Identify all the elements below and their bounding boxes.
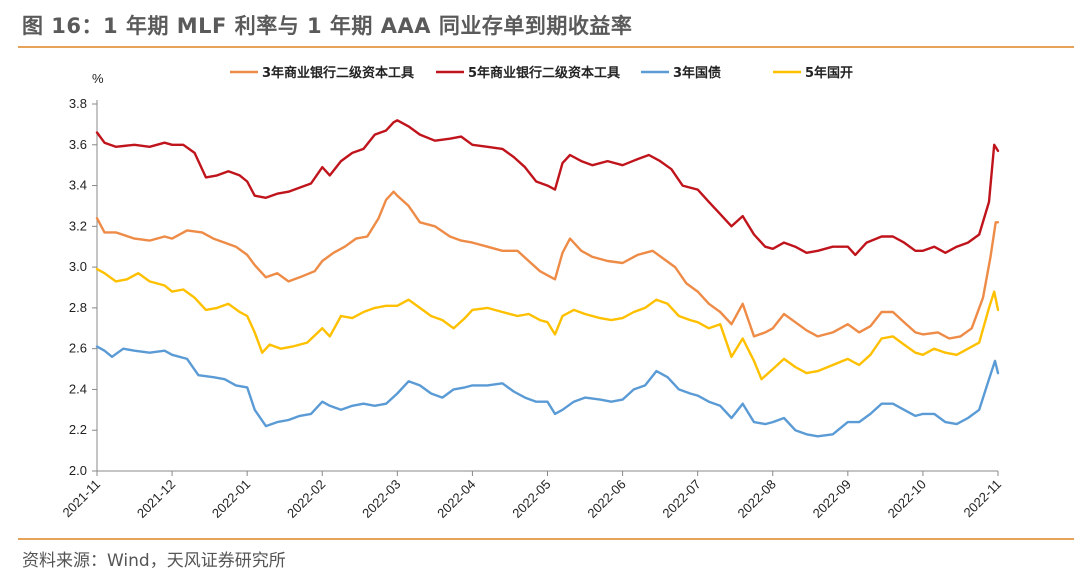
- series-line-1: [95, 119, 1000, 257]
- legend-label-2: 3年国债: [673, 65, 721, 81]
- figure-title: 图 16：1 年期 MLF 利率与 1 年期 AAA 同业存单到期收益率: [22, 14, 633, 38]
- x-tick-label: 2021-11: [59, 477, 103, 521]
- line-chart: % 3年商业银行二级资本工具 5年商业银行二级资本工具 3年国债 5年国开 2.02.…: [59, 65, 1004, 521]
- x-tick-label: 2022-03: [359, 477, 403, 521]
- x-tick-label: 2022-08: [735, 477, 779, 521]
- title-rule: [18, 46, 1074, 48]
- x-tick-label: 2021-12: [134, 477, 178, 521]
- x-tick-label: 2022-07: [659, 477, 703, 521]
- x-tick-label: 2022-05: [509, 477, 553, 521]
- x-tick-label: 2022-01: [209, 477, 253, 521]
- x-tick-label: 2022-06: [584, 477, 628, 521]
- y-tick-label: 2.8: [69, 300, 87, 315]
- unit-label: %: [92, 71, 104, 86]
- legend-label-3: 5年国开: [805, 65, 853, 81]
- y-tick-label: 3.2: [69, 218, 87, 233]
- series-line-0: [95, 190, 1000, 340]
- x-tick-label: 2022-11: [960, 477, 1004, 521]
- y-tick-label: 2.6: [69, 341, 87, 356]
- x-tick-label: 2022-09: [810, 477, 854, 521]
- series-line-3: [95, 267, 1000, 381]
- footer-rule: [18, 538, 1074, 540]
- x-tick-label: 2022-10: [885, 477, 929, 521]
- legend-label-0: 3年商业银行二级资本工具: [262, 65, 414, 81]
- y-tick-label: 3.6: [69, 137, 87, 152]
- x-tick-label: 2022-02: [284, 477, 328, 521]
- y-tick-label: 3.0: [69, 259, 87, 274]
- y-tick-label: 2.0: [69, 463, 87, 478]
- series-layer: [95, 119, 1000, 438]
- legend: 3年商业银行二级资本工具 5年商业银行二级资本工具 3年国债 5年国开: [230, 65, 853, 81]
- axes: 2.0 2.2 2.4 2.6 2.8 3.0 3.2 3.4 3.6 3.8 2021-11 202…: [59, 96, 1004, 521]
- series-line-2: [95, 345, 1000, 438]
- y-tick-label: 2.2: [69, 422, 87, 437]
- source-note: 资料来源：Wind，天风证券研究所: [22, 551, 286, 571]
- y-tick-label: 3.4: [69, 178, 87, 193]
- title-bar: 图 16：1 年期 MLF 利率与 1 年期 AAA 同业存单到期收益率: [0, 0, 1080, 48]
- legend-label-1: 5年商业银行二级资本工具: [468, 65, 620, 81]
- y-tick-label: 3.8: [69, 96, 87, 111]
- x-tick-label: 2022-04: [434, 477, 478, 521]
- y-tick-label: 2.4: [69, 381, 87, 396]
